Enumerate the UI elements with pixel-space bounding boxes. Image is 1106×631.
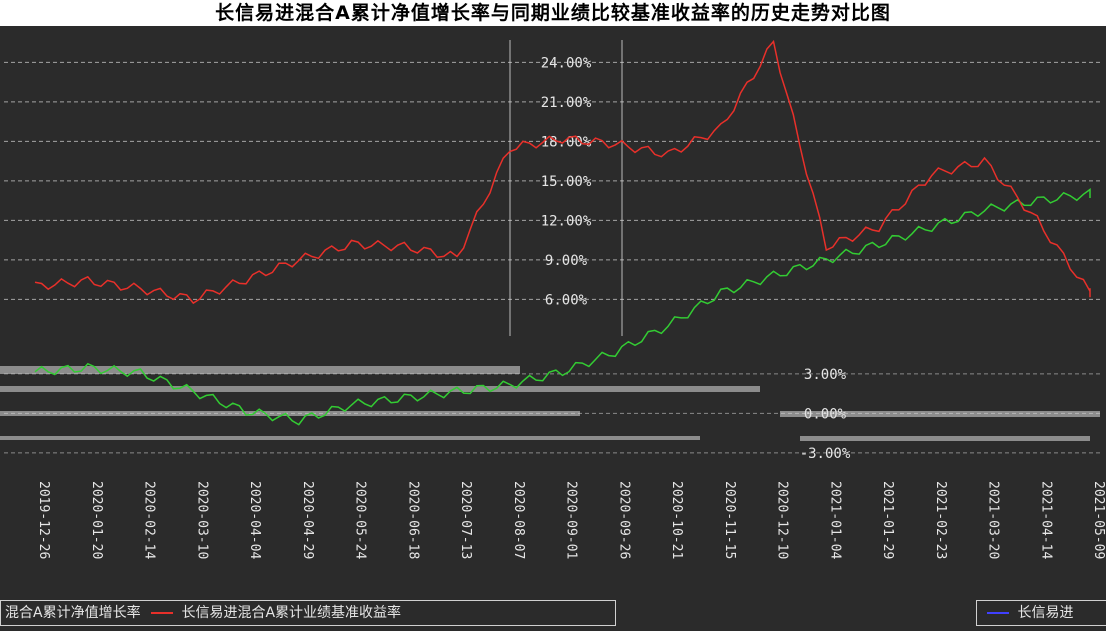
y-tick-label: 9.00% bbox=[545, 253, 588, 269]
x-tick-label: 2020-10-21 bbox=[669, 481, 684, 559]
x-tick-label: 2020-03-10 bbox=[194, 481, 209, 559]
glitch-band bbox=[0, 411, 580, 416]
y-tick-label: 15.00% bbox=[541, 174, 592, 190]
y-tick-label: 3.00% bbox=[804, 367, 847, 383]
glitch-band bbox=[0, 366, 520, 374]
x-tick-label: 2020-04-04 bbox=[247, 481, 262, 559]
y-tick-label: 24.00% bbox=[541, 55, 592, 71]
legend-swatch-nav-blue bbox=[987, 612, 1009, 614]
x-tick-label: 2020-05-24 bbox=[353, 481, 368, 559]
glitch-band bbox=[0, 386, 760, 392]
chart-plot: 24.00%21.00%18.00%15.00%12.00%9.00%6.00%… bbox=[0, 39, 1106, 559]
legend-box-right: 长信易进 bbox=[976, 600, 1106, 626]
y-tick-label: 21.00% bbox=[541, 95, 592, 111]
x-tick-label: 2021-01-29 bbox=[880, 481, 895, 559]
legend-box-left: 混合A累计净值增长率 长信易进混合A累计业绩基准收益率 bbox=[0, 600, 616, 626]
y-tick-label: 12.00% bbox=[541, 213, 592, 229]
x-tick-label: 2020-04-29 bbox=[300, 481, 315, 559]
x-tick-label: 2021-03-20 bbox=[986, 481, 1001, 559]
chart-title: 长信易进混合A累计净值增长率与同期业绩比较基准收益率的历史走势对比图 bbox=[215, 2, 891, 24]
x-tick-label: 2021-04-14 bbox=[1038, 481, 1053, 559]
glitch-band bbox=[0, 436, 700, 440]
x-tick-label: 2019-12-26 bbox=[36, 481, 51, 559]
x-tick-label: 2020-07-13 bbox=[458, 481, 473, 559]
x-tick-label: 2020-08-07 bbox=[511, 481, 526, 559]
glitch-band bbox=[800, 436, 1090, 441]
x-tick-label: 2020-06-18 bbox=[405, 481, 420, 559]
legend-label-nav-right: 长信易进 bbox=[1017, 605, 1074, 621]
x-tick-label: 2020-12-10 bbox=[775, 481, 790, 559]
legend-label-benchmark: 长信易进混合A累计业绩基准收益率 bbox=[181, 605, 402, 621]
series-line bbox=[34, 188, 1091, 426]
y-tick-label: 6.00% bbox=[545, 292, 588, 308]
y-tick-label: -3.00% bbox=[800, 446, 851, 462]
series-line bbox=[34, 39, 1091, 305]
legend-label-nav: 混合A累计净值增长率 bbox=[5, 605, 141, 621]
x-tick-label: 2020-09-01 bbox=[564, 481, 579, 559]
glitch-band bbox=[780, 411, 1100, 417]
x-tick-label: 2020-09-26 bbox=[616, 481, 631, 559]
x-tick-label: 2021-01-04 bbox=[827, 481, 842, 559]
x-tick-label: 2021-05-09 bbox=[1091, 481, 1106, 559]
x-tick-label: 2020-02-14 bbox=[142, 481, 157, 559]
x-tick-label: 2020-01-20 bbox=[89, 481, 104, 559]
x-tick-label: 2020-11-15 bbox=[722, 481, 737, 559]
chart-area: 24.00% 21.00% 18.00% 15.00% 12.00% 9.00% 6.00%… bbox=[0, 26, 1106, 631]
x-tick-label: 2021-02-23 bbox=[933, 481, 948, 559]
legend-swatch-benchmark bbox=[151, 612, 174, 614]
